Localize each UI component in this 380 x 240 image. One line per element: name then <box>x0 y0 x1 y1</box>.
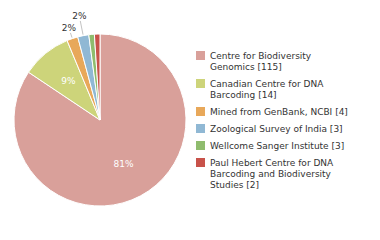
legend-swatch <box>196 51 205 60</box>
data-labels: 81% 9% 2% 2% <box>61 11 134 169</box>
legend-swatch <box>196 124 205 133</box>
chart-container: Centre for BiodiversityGenomics [115] Can… <box>0 0 380 240</box>
legend-label: Canadian Centre for DNABarcoding [14] <box>210 79 324 100</box>
legend-label: Zoological Survey of India [3] <box>210 124 343 134</box>
data-label: 81% <box>114 159 134 169</box>
legend-swatch <box>196 158 205 167</box>
legend-label: Centre for BiodiversityGenomics [115] <box>210 51 312 72</box>
leader-line <box>70 33 72 38</box>
leader-line <box>80 21 83 35</box>
data-label: 2% <box>72 11 87 21</box>
data-label: 9% <box>61 76 76 86</box>
legend-swatch <box>196 141 205 150</box>
legend-swatch <box>196 79 205 88</box>
data-label: 2% <box>62 23 77 33</box>
slices <box>14 34 186 206</box>
legend-label: Paul Hebert Centre for DNABarcoding and … <box>210 158 334 190</box>
pie-slice <box>94 34 100 120</box>
pie-slice <box>14 34 186 206</box>
chart: Centre for BiodiversityGenomics [115] Can… <box>0 0 380 240</box>
legend-label: Wellcome Sanger Institute [3] <box>210 141 344 151</box>
pie-slice <box>89 34 100 120</box>
pie-slice <box>78 35 100 120</box>
legend-label: Mined from GenBank, NCBI [4] <box>210 107 348 117</box>
legend: Centre for BiodiversityGenomics [115] Can… <box>196 51 348 190</box>
legend-swatch <box>196 107 205 116</box>
